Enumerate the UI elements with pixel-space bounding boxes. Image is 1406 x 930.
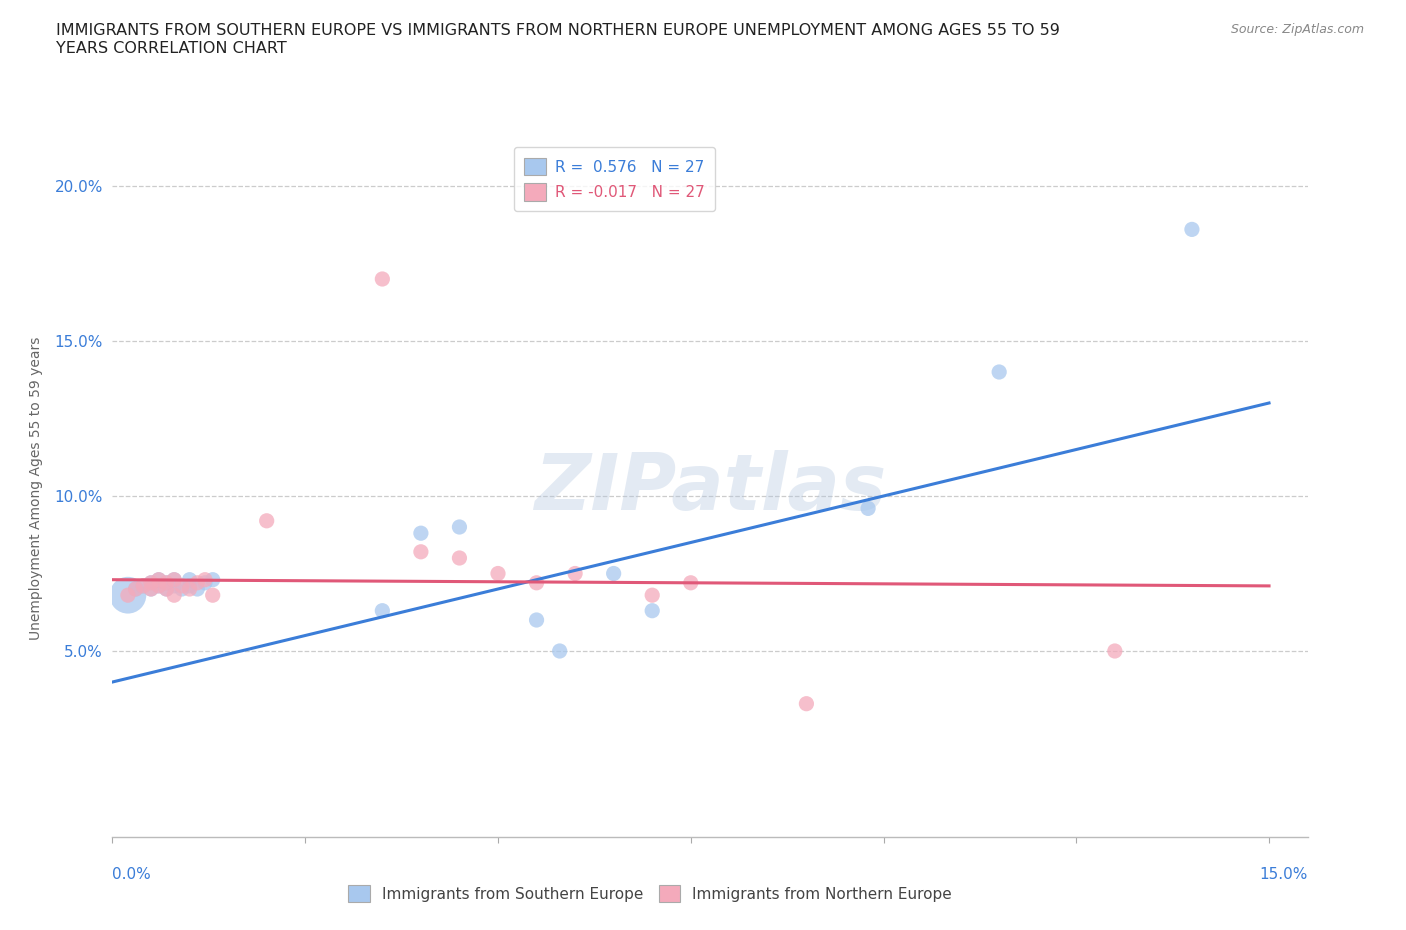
Point	[179, 572, 201, 587]
Point	[449, 551, 471, 565]
Point	[256, 513, 278, 528]
Point	[409, 544, 432, 559]
Text: IMMIGRANTS FROM SOUTHERN EUROPE VS IMMIGRANTS FROM NORTHERN EUROPE UNEMPLOYMENT : IMMIGRANTS FROM SOUTHERN EUROPE VS IMMIG…	[56, 23, 1060, 56]
Point	[679, 576, 702, 591]
Point	[449, 520, 471, 535]
Point	[796, 697, 818, 711]
Point	[1104, 644, 1126, 658]
Point	[155, 576, 177, 591]
Point	[641, 588, 664, 603]
Point	[371, 272, 394, 286]
Point	[486, 566, 509, 581]
Point	[170, 578, 193, 593]
Point	[155, 581, 177, 596]
Point	[186, 576, 208, 591]
Legend: Immigrants from Southern Europe, Immigrants from Northern Europe: Immigrants from Southern Europe, Immigra…	[337, 874, 963, 913]
Point	[179, 578, 201, 593]
Point	[988, 365, 1011, 379]
Text: 0.0%: 0.0%	[112, 867, 152, 882]
Point	[170, 581, 193, 596]
Point	[186, 581, 208, 596]
Point	[163, 572, 186, 587]
Point	[409, 525, 432, 540]
Point	[856, 501, 879, 516]
Text: ZIPatlas: ZIPatlas	[534, 450, 886, 526]
Point	[132, 578, 155, 593]
Text: 15.0%: 15.0%	[1260, 867, 1308, 882]
Point	[201, 588, 224, 603]
Point	[155, 581, 177, 596]
Point	[526, 613, 548, 628]
Point	[526, 576, 548, 591]
Point	[602, 566, 624, 581]
Point	[194, 572, 217, 587]
Point	[139, 581, 162, 596]
Text: Source: ZipAtlas.com: Source: ZipAtlas.com	[1230, 23, 1364, 36]
Point	[1181, 222, 1204, 237]
Point	[132, 578, 155, 593]
Point	[148, 572, 170, 587]
Point	[548, 644, 571, 658]
Point	[117, 588, 139, 603]
Point	[148, 578, 170, 593]
Point	[148, 572, 170, 587]
Point	[139, 576, 162, 591]
Point	[139, 576, 162, 591]
Y-axis label: Unemployment Among Ages 55 to 59 years: Unemployment Among Ages 55 to 59 years	[30, 337, 44, 640]
Point	[179, 581, 201, 596]
Point	[148, 578, 170, 593]
Point	[194, 576, 217, 591]
Point	[641, 604, 664, 618]
Point	[564, 566, 586, 581]
Point	[124, 581, 146, 596]
Point	[139, 581, 162, 596]
Point	[163, 588, 186, 603]
Point	[117, 588, 139, 603]
Point	[155, 576, 177, 591]
Point	[163, 572, 186, 587]
Point	[371, 604, 394, 618]
Point	[163, 578, 186, 593]
Point	[201, 572, 224, 587]
Point	[124, 581, 146, 596]
